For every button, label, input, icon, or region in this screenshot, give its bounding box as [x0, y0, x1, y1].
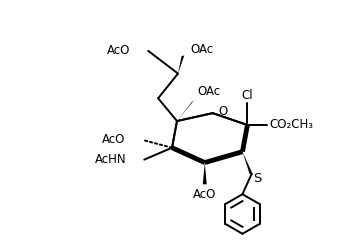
Polygon shape — [203, 163, 207, 184]
Text: AcO: AcO — [102, 133, 125, 146]
Text: O: O — [219, 105, 228, 118]
Text: Cl: Cl — [241, 89, 253, 102]
Text: S: S — [253, 172, 261, 185]
Text: AcHN: AcHN — [95, 153, 126, 166]
Text: OAc: OAc — [198, 85, 221, 98]
Text: AcO: AcO — [193, 188, 216, 201]
Polygon shape — [243, 152, 253, 175]
Text: CO₂CH₃: CO₂CH₃ — [269, 119, 313, 131]
Polygon shape — [177, 100, 194, 121]
Text: OAc: OAc — [190, 43, 214, 56]
Text: AcO: AcO — [107, 44, 130, 57]
Polygon shape — [178, 55, 184, 73]
